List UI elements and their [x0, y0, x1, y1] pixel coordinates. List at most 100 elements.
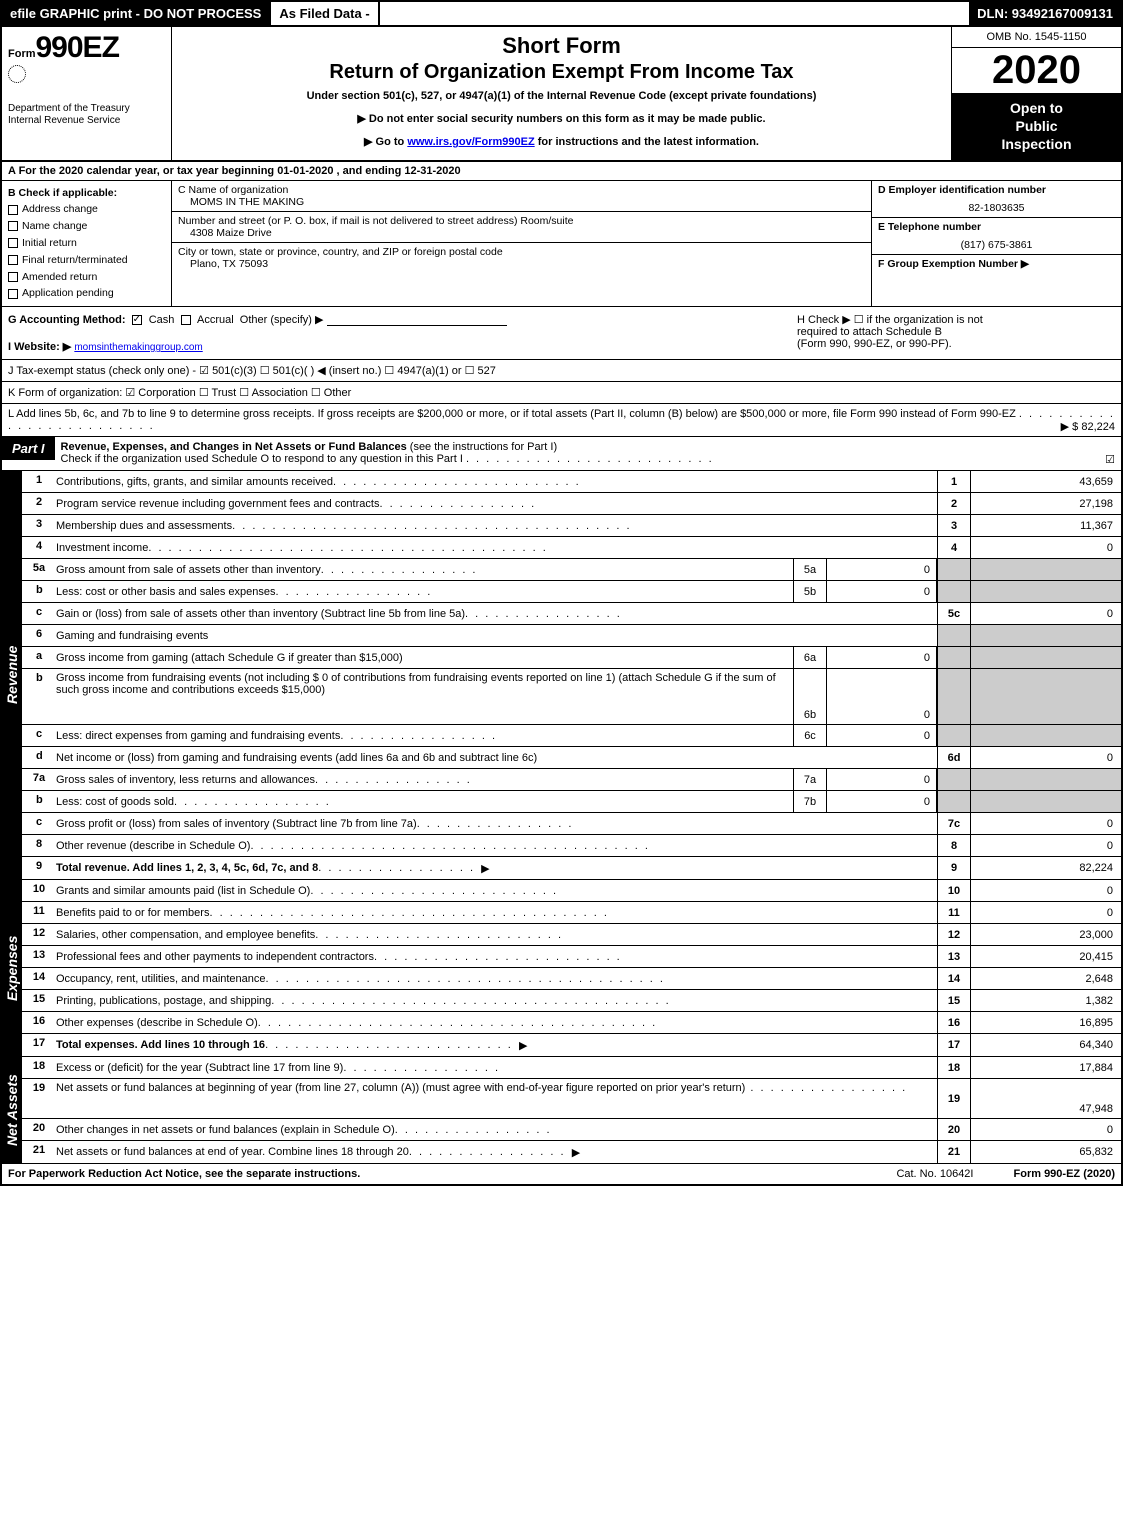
street-cell: Number and street (or P. O. box, if mail… [172, 212, 871, 243]
phone-cell: E Telephone number (817) 675-3861 [872, 218, 1121, 255]
line-desc: Gain or (loss) from sale of assets other… [56, 603, 937, 624]
line-desc: Benefits paid to or for members [56, 902, 937, 923]
line-g-label: G Accounting Method: [8, 314, 126, 326]
open-public-badge: Open to Public Inspection [952, 93, 1121, 160]
line-h-text2: required to attach Schedule B [797, 326, 1115, 338]
part-1-title-paren: (see the instructions for Part I) [407, 441, 557, 453]
line-desc: Net income or (loss) from gaming and fun… [56, 747, 937, 768]
dots-icon [343, 1062, 500, 1074]
desc-text: Printing, publications, postage, and shi… [56, 995, 271, 1007]
line-box: 15 [937, 990, 971, 1011]
sub-amount: 0 [827, 559, 937, 580]
dots-icon [276, 586, 433, 598]
line-num: d [22, 747, 56, 768]
line-box: 2 [937, 493, 971, 514]
line-amount-shaded [971, 725, 1121, 746]
line-num: 2 [22, 493, 56, 514]
line-amount: 0 [971, 603, 1121, 624]
line-h: H Check ▶ ☐ if the organization is not r… [791, 307, 1121, 359]
line-amount: 17,884 [971, 1057, 1121, 1078]
checkbox-icon[interactable] [8, 221, 18, 231]
org-name: MOMS IN THE MAKING [178, 196, 865, 208]
line-amount-shaded [971, 669, 1121, 724]
line-box: 16 [937, 1012, 971, 1033]
dots-icon [417, 818, 574, 830]
checkbox-icon[interactable] [8, 272, 18, 282]
line-box: 17 [937, 1034, 971, 1056]
line-box: 12 [937, 924, 971, 945]
other-specify-line[interactable] [327, 325, 507, 326]
table-row: 12 Salaries, other compensation, and emp… [22, 924, 1121, 946]
table-row: c Less: direct expenses from gaming and … [22, 725, 1121, 747]
group-exemption-cell: F Group Exemption Number ▶ [872, 255, 1121, 307]
dept-line2: Internal Revenue Service [8, 115, 165, 127]
line-num: 9 [22, 857, 56, 879]
desc-text: Gross income from gaming (attach Schedul… [56, 652, 403, 664]
accrual-label: Accrual [197, 314, 234, 326]
line-box: 1 [937, 471, 971, 492]
desc-text: Less: direct expenses from gaming and fu… [56, 730, 340, 742]
line-box-shaded [937, 669, 971, 724]
dots-icon [465, 608, 622, 620]
form-footer: For Paperwork Reduction Act Notice, see … [2, 1163, 1121, 1184]
dots-icon [266, 973, 665, 985]
line-desc: Salaries, other compensation, and employ… [56, 924, 937, 945]
chk-name-change: Name change [22, 220, 87, 232]
line-desc: Grants and similar amounts paid (list in… [56, 880, 937, 901]
checkbox-icon[interactable] [8, 289, 18, 299]
expenses-section: Expenses 10 Grants and similar amounts p… [2, 879, 1121, 1056]
line-num: 21 [22, 1141, 56, 1163]
open-line3: Inspection [956, 135, 1117, 153]
irs-seal-icon [8, 65, 26, 83]
line-amount: 0 [971, 880, 1121, 901]
checkbox-icon[interactable] [8, 205, 18, 215]
desc-text: Investment income [56, 542, 148, 554]
website-link[interactable]: momsinthemakinggroup.com [74, 342, 202, 353]
revenue-section: Revenue 1 Contributions, gifts, grants, … [2, 471, 1121, 879]
desc-text: Professional fees and other payments to … [56, 951, 374, 963]
line-desc: Total expenses. Add lines 10 through 16 … [56, 1034, 937, 1056]
irs-link[interactable]: www.irs.gov/Form990EZ [407, 136, 534, 148]
cat-number: Cat. No. 10642I [896, 1168, 973, 1180]
checkbox-icon[interactable] [181, 315, 191, 325]
line-box-shaded [937, 769, 971, 790]
line-num: 14 [22, 968, 56, 989]
phone-label: E Telephone number [878, 221, 981, 233]
sub-amount: 0 [827, 769, 937, 790]
desc-text: Total expenses. Add lines 10 through 16 [56, 1039, 265, 1051]
line-amount: 82,224 [971, 857, 1121, 879]
city-state-zip: Plano, TX 75093 [178, 258, 865, 270]
line-amount-shaded [971, 625, 1121, 646]
desc-text: Total revenue. Add lines 1, 2, 3, 4, 5c,… [56, 862, 318, 874]
form-number-text: 990EZ [36, 31, 119, 64]
checkbox-icon[interactable] [8, 238, 18, 248]
desc-text: Gain or (loss) from sale of assets other… [56, 608, 465, 620]
checkbox-icon[interactable] [132, 315, 142, 325]
desc-text: Other expenses (describe in Schedule O) [56, 1017, 258, 1029]
dots-icon [466, 453, 714, 465]
table-row: 9 Total revenue. Add lines 1, 2, 3, 4, 5… [22, 857, 1121, 879]
efile-graphic-label: efile GRAPHIC print - DO NOT PROCESS [2, 2, 269, 25]
group-exemption-label: F Group Exemption Number ▶ [878, 258, 1029, 270]
line-box-shaded [937, 559, 971, 580]
form-header-center: Short Form Return of Organization Exempt… [172, 27, 951, 160]
line-desc: Gross amount from sale of assets other t… [56, 559, 793, 580]
sub-box: 6c [793, 725, 827, 746]
line-desc: Other expenses (describe in Schedule O) [56, 1012, 937, 1033]
line-desc: Other revenue (describe in Schedule O) [56, 835, 937, 856]
line-desc: Gross sales of inventory, less returns a… [56, 769, 793, 790]
line-g: G Accounting Method: Cash Accrual Other … [2, 307, 791, 359]
street-address: 4308 Maize Drive [178, 227, 865, 239]
revenue-table: 1 Contributions, gifts, grants, and simi… [22, 471, 1121, 879]
chk-amended: Amended return [22, 271, 97, 283]
line-box: 20 [937, 1119, 971, 1140]
box-c: C Name of organization MOMS IN THE MAKIN… [172, 181, 871, 307]
dots-icon [148, 542, 547, 554]
table-row: 21 Net assets or fund balances at end of… [22, 1141, 1121, 1163]
desc-text: Contributions, gifts, grants, and simila… [56, 476, 333, 488]
checkbox-icon[interactable] [8, 255, 18, 265]
expenses-table: 10 Grants and similar amounts paid (list… [22, 880, 1121, 1056]
line-num: 4 [22, 537, 56, 558]
line-box: 6d [937, 747, 971, 768]
table-row: b Gross income from fundraising events (… [22, 669, 1121, 725]
